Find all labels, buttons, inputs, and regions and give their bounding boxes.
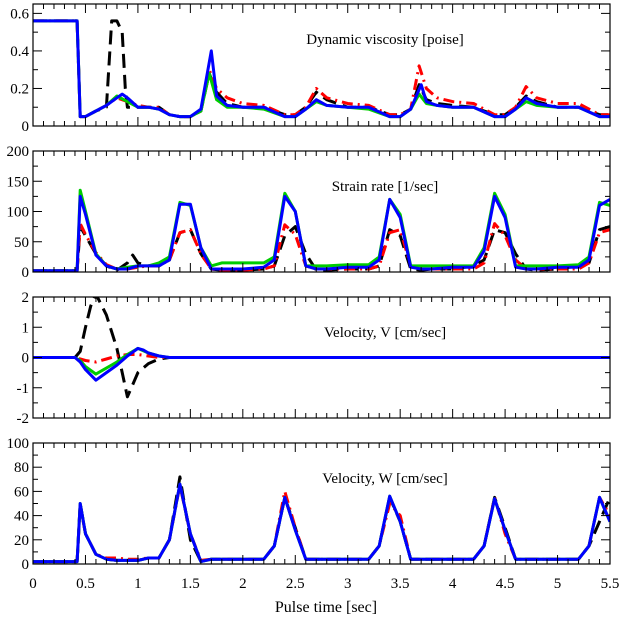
x-tick-label: 2.5: [286, 576, 305, 592]
panel-series-group: [33, 297, 610, 399]
y-tick-label: 80: [14, 460, 29, 476]
y-tick-label: 0: [22, 265, 30, 281]
panel-frame: [32, 150, 611, 273]
series-line-green-solid: [33, 188, 610, 272]
panel-4: 0 20 40 60 80 100 Velocity, W [cm/sec]: [7, 436, 611, 573]
y-tick-label: 0: [22, 119, 30, 135]
series-line-green-solid: [33, 482, 610, 564]
x-tick-label: 2: [239, 576, 247, 592]
series-line-black-dashed: [33, 475, 610, 564]
panel-1: 0 0.2 0.4 0.6 Dynamic viscosity [poise]: [10, 3, 611, 135]
panel-title: Dynamic viscosity [poise]: [306, 32, 463, 48]
panel-2: 0 50 100 150 200 Strain rate [1/sec]: [7, 144, 611, 281]
series-line-blue-solid: [33, 194, 610, 272]
y-tick-label: 50: [14, 235, 29, 251]
y-tick-label: -2: [17, 411, 30, 427]
y-tick-label: -1: [17, 381, 30, 397]
y-tick-label: 2: [22, 290, 30, 306]
y-tick-label: 1: [22, 320, 30, 336]
x-axis: 0 0.5 1 1.5 2 2.5 3 3.5 4 4.5 5 5.5: [29, 576, 619, 592]
x-axis-title: Pulse time [sec]: [275, 599, 377, 616]
y-tick-label: 0: [22, 557, 30, 573]
y-tick-label: 0.6: [10, 6, 29, 22]
panel-series-group: [33, 475, 610, 564]
x-tick-label: 3: [344, 576, 352, 592]
y-tick-label: 0.4: [10, 44, 29, 60]
panel-3: -2 -1 0 1 2 Velocity, V [cm/sec]: [17, 290, 611, 427]
panel-frame: [32, 3, 611, 127]
x-tick-label: 1: [134, 576, 142, 592]
panel-frame: [32, 442, 611, 565]
x-tick-label: 5.5: [601, 576, 620, 592]
x-tick-label: 0: [29, 576, 37, 592]
series-line-blue-solid: [33, 482, 610, 564]
x-tick-label: 4: [449, 576, 457, 592]
y-tick-label: 150: [7, 174, 30, 190]
panel-series-group: [33, 188, 610, 272]
series-line-red-dashdot: [33, 483, 610, 564]
panel-series-group: [33, 19, 610, 119]
panel-title: Velocity, V [cm/sec]: [324, 325, 446, 341]
series-line-blue-solid: [33, 19, 610, 119]
panel-title: Strain rate [1/sec]: [332, 179, 439, 195]
y-tick-label: 0: [22, 351, 30, 367]
panel-title: Velocity, W [cm/sec]: [322, 471, 448, 487]
y-tick-label: 100: [7, 436, 30, 452]
x-tick-label: 0.5: [76, 576, 95, 592]
x-tick-label: 3.5: [391, 576, 410, 592]
series-line-black-dashed: [33, 225, 610, 272]
y-tick-label: 20: [14, 533, 29, 549]
y-tick-label: 60: [14, 484, 29, 500]
x-tick-label: 5: [554, 576, 562, 592]
y-tick-label: 40: [14, 509, 29, 525]
y-tick-label: 200: [7, 144, 30, 160]
y-tick-label: 100: [7, 205, 30, 221]
x-tick-label: 1.5: [181, 576, 200, 592]
x-tick-label: 4.5: [496, 576, 515, 592]
series-line-blue-solid: [33, 346, 610, 382]
y-tick-label: 0.2: [10, 81, 29, 97]
series-line-black-dashed: [33, 297, 610, 399]
